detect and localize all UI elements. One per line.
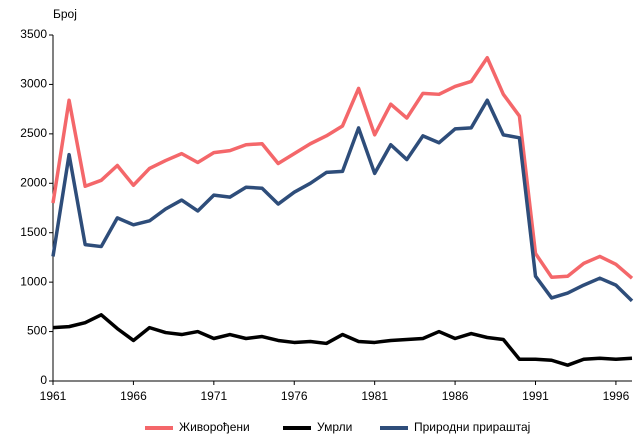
x-tick-label: 1966 — [120, 389, 147, 403]
y-tick-label: 2000 — [20, 175, 47, 189]
y-tick-label: 3000 — [20, 77, 47, 91]
series-line — [51, 55, 634, 280]
x-tick-label: 1981 — [361, 389, 388, 403]
series-line — [52, 313, 633, 367]
y-tick-label: 0 — [40, 373, 47, 387]
y-tick-label: 1000 — [20, 274, 47, 288]
x-tick-label: 1991 — [522, 389, 549, 403]
y-tick-label: 500 — [27, 324, 47, 338]
y-tick-label: 1500 — [20, 225, 47, 239]
x-tick-label: 1971 — [200, 389, 227, 403]
x-tick-label: 1996 — [603, 389, 630, 403]
x-tick-label: 1976 — [281, 389, 308, 403]
legend-label: Живорођени — [179, 420, 250, 434]
series-line — [51, 98, 634, 303]
legend-label: Умрли — [317, 420, 352, 434]
x-tick-label: 1961 — [40, 389, 67, 403]
y-axis-label: Број — [53, 7, 77, 21]
y-tick-label: 2500 — [20, 126, 47, 140]
legend-label: Природни прираштај — [414, 420, 530, 434]
y-tick-label: 3500 — [20, 27, 47, 41]
x-tick-label: 1986 — [442, 389, 469, 403]
